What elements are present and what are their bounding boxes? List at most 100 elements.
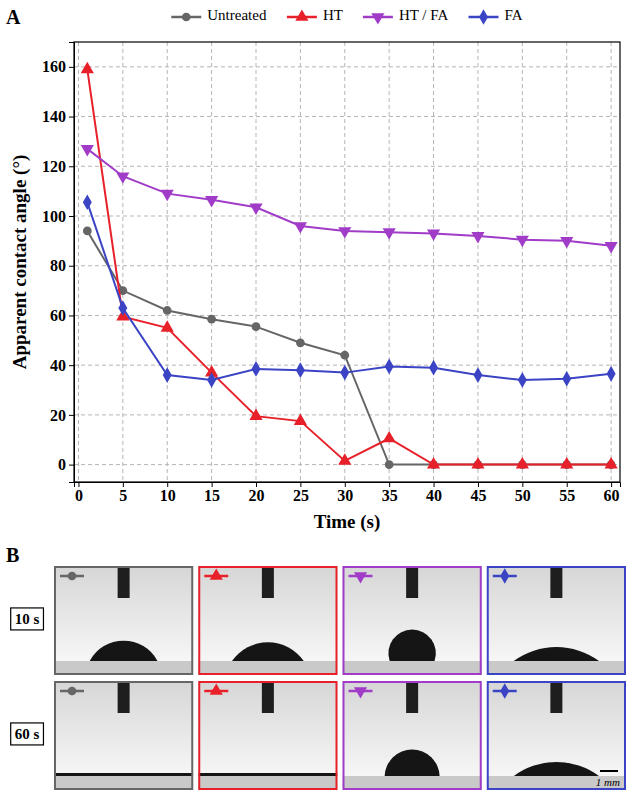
panel-letter: A (6, 6, 21, 28)
series-marker (163, 367, 172, 383)
droplet-scene (198, 566, 337, 675)
grid-line-x (211, 42, 212, 482)
scale-bar-label: 1 mm (596, 776, 620, 788)
x-tick: 40 (426, 482, 442, 504)
droplet-scene (343, 681, 482, 790)
box-key-marker (354, 687, 367, 698)
droplet (385, 749, 440, 776)
grid-line-x (477, 42, 478, 482)
box-border (199, 567, 336, 674)
y-tick-label: 120 (42, 158, 66, 175)
box-background (198, 566, 337, 675)
x-tick-mark (300, 482, 301, 487)
grid-line-x (344, 42, 345, 482)
x-tick-label: 5 (119, 487, 127, 504)
x-tick-label: 55 (559, 487, 575, 504)
y-tick: 60 (50, 307, 74, 324)
series-line (87, 231, 611, 465)
droplet (514, 647, 599, 661)
canvas: 0510152025303540455055600204060801001201… (0, 0, 632, 798)
scale-bar (600, 770, 618, 772)
x-tick-label: 0 (75, 487, 83, 504)
substrate (343, 661, 482, 675)
y-tick-mark (69, 465, 74, 466)
box-border (344, 567, 481, 674)
x-axis-line (75, 483, 621, 488)
x-tick-label: 10 (160, 487, 176, 504)
y-tick-mark (69, 365, 74, 366)
droplet-box (343, 566, 482, 675)
series-marker (605, 457, 618, 468)
x-tick-mark (123, 482, 124, 487)
box-key-marker (210, 568, 223, 579)
series-marker (252, 322, 261, 331)
grid-line-x (611, 42, 612, 482)
series-marker (562, 371, 571, 387)
box-background (487, 681, 626, 790)
box-background (54, 566, 193, 675)
series-line (87, 202, 611, 380)
row-label-box (11, 608, 44, 630)
y-tick-mark (69, 67, 74, 68)
droplet-scene (54, 566, 193, 675)
box-background (343, 681, 482, 790)
y-tick: 80 (50, 257, 74, 274)
y-tick-label: 0 (58, 456, 66, 473)
droplet-panels: 10 s60 s1 mm (11, 566, 626, 790)
x-axis-title: Time (s) (314, 511, 381, 533)
droplet-box (54, 566, 193, 675)
y-tick-mark (69, 166, 74, 167)
row-label-box (11, 723, 44, 745)
series-marker (294, 413, 307, 424)
y-axis-line (69, 43, 75, 483)
needle (118, 566, 130, 598)
grid-line-y (74, 66, 620, 67)
grid-line-y (74, 414, 620, 415)
needle (262, 681, 274, 713)
x-tick: 50 (515, 482, 531, 504)
series-marker (205, 196, 218, 207)
page-root: 0510152025303540455055600204060801001201… (0, 0, 632, 798)
series-marker (429, 360, 438, 376)
droplet-box (198, 681, 337, 790)
droplet (54, 773, 193, 776)
y-tick-mark (69, 216, 74, 217)
series-marker (116, 172, 129, 183)
droplet-box (198, 566, 337, 675)
series-marker (296, 362, 305, 378)
x-tick-mark (567, 482, 568, 487)
grid-line-x (122, 42, 123, 482)
x-tick: 10 (160, 482, 176, 504)
y-tick: 100 (42, 208, 74, 225)
series-marker (385, 359, 394, 375)
grid-line-x (167, 42, 168, 482)
series-marker (163, 306, 172, 315)
series-marker (207, 315, 216, 324)
series-marker (207, 372, 216, 388)
series-marker (252, 361, 261, 377)
box-key-marker (354, 572, 367, 583)
substrate (487, 776, 626, 790)
series-marker (383, 431, 396, 442)
series-marker (605, 242, 618, 253)
grid-line-y (74, 166, 620, 167)
x-tick-mark (389, 482, 390, 487)
series-marker (83, 195, 92, 211)
needle (118, 681, 130, 713)
legend: UntreatedHTHT / FAFA (171, 7, 522, 24)
droplet (90, 641, 158, 661)
grid-line-x (566, 42, 567, 482)
x-tick-label: 20 (249, 487, 265, 504)
droplet (514, 762, 599, 776)
y-tick-label: 60 (50, 307, 66, 324)
x-tick-mark (345, 482, 346, 487)
x-tick: 5 (119, 482, 127, 504)
legend-marker (479, 9, 488, 25)
box-background (343, 566, 482, 675)
x-tick: 0 (75, 482, 83, 504)
x-tick: 45 (470, 482, 486, 504)
substrate (54, 661, 193, 675)
substrate (343, 776, 482, 790)
x-axis: 051015202530354045505560 (75, 482, 621, 504)
droplet-box (54, 681, 193, 790)
